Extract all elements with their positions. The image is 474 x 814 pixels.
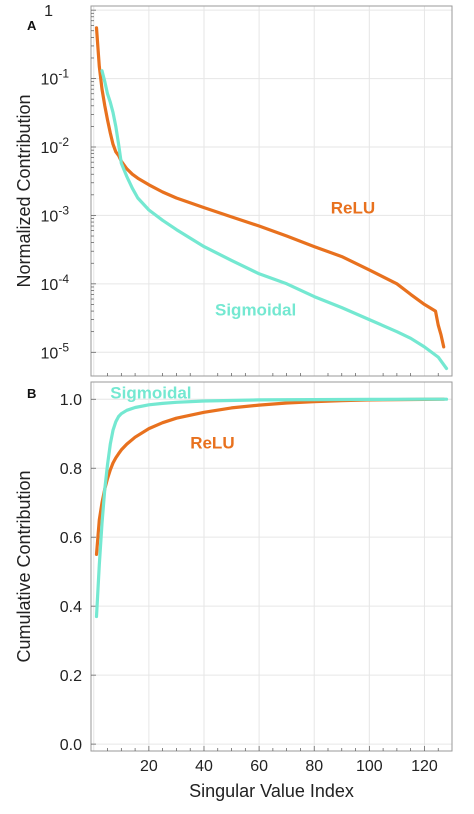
- y-tick-label: 0.4: [60, 599, 82, 616]
- x-tick-label: 120: [411, 758, 438, 775]
- series-label-relu: ReLU: [331, 199, 375, 218]
- x-tick-label: 20: [140, 758, 158, 775]
- panel-letter: A: [27, 18, 37, 33]
- x-tick-label: 100: [356, 758, 383, 775]
- series-label-sigmoidal: Sigmoidal: [215, 301, 296, 320]
- y-axis-title: Cumulative Contribution: [14, 470, 34, 662]
- series-line-sigmoidal: [100, 69, 449, 371]
- y-tick-label: 0.8: [60, 461, 82, 478]
- y-tick-label: 1: [44, 3, 53, 20]
- series-line-relu: [94, 26, 446, 349]
- x-tick-label: 40: [195, 758, 213, 775]
- panel-b: 0.0 0.2 0.4 0.6 0.8 1.0 20 40 60 80 100 120 ReLU Sigm…: [14, 381, 453, 801]
- series-line-sigmoidal: [94, 397, 449, 619]
- y-tick-label: 10-3: [41, 203, 70, 225]
- x-tick-label: 80: [305, 758, 323, 775]
- panel-a: 1 10-1 10-2 10-3 10-4 10-5 ReLU Sigmoidal Normal…: [14, 3, 453, 377]
- y-tick-label: 1.0: [60, 392, 82, 409]
- y-tick-label: 10-5: [41, 340, 70, 362]
- y-tick-label: 0.6: [60, 530, 82, 547]
- x-tick-label: 60: [250, 758, 268, 775]
- y-tick-label: 10-1: [41, 67, 70, 89]
- y-tick-label: 0.0: [60, 737, 82, 754]
- plot-frame: [90, 5, 453, 377]
- series-label-sigmoidal: Sigmoidal: [110, 383, 191, 402]
- plot-area: [91, 382, 452, 751]
- series-label-relu: ReLU: [190, 433, 234, 452]
- y-tick-label: 10-2: [41, 135, 70, 157]
- y-tick-label: 0.2: [60, 668, 82, 685]
- y-tick-label: 10-4: [41, 272, 70, 294]
- x-axis-title: Singular Value Index: [189, 781, 354, 801]
- y-axis-title: Normalized Contribution: [14, 94, 34, 287]
- plot-area: [91, 6, 452, 376]
- plot-frame: [90, 381, 453, 752]
- panel-letter: B: [27, 386, 36, 401]
